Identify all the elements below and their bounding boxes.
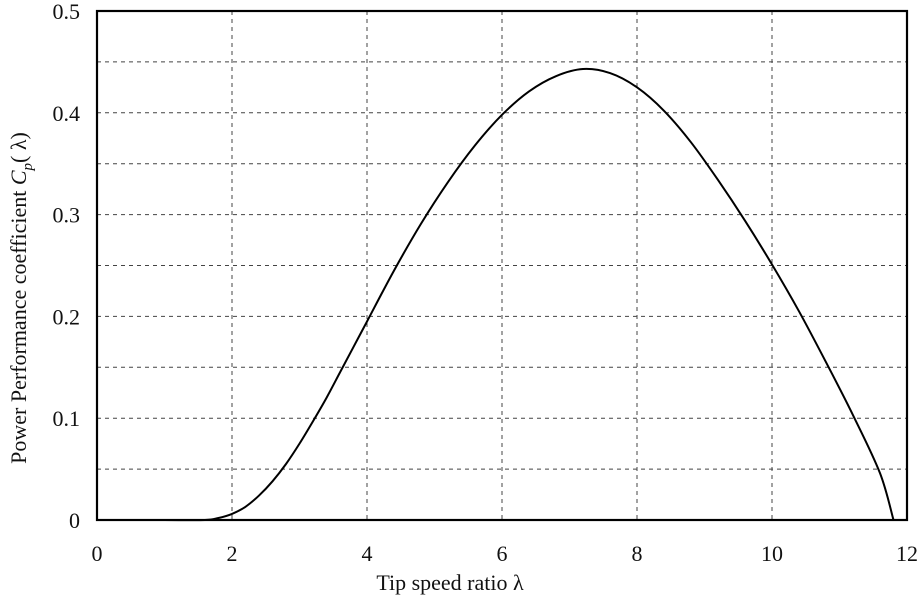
y-tick-label: 0 [69, 508, 80, 533]
x-tick-label: 8 [632, 541, 643, 566]
x-tick-label: 2 [227, 541, 238, 566]
x-tick-label: 4 [362, 541, 373, 566]
plot-frame [95, 9, 909, 522]
x-axis-label: Tip speed ratio λ [376, 570, 524, 595]
y-tick-label: 0.2 [53, 304, 81, 329]
x-tick-label: 12 [896, 541, 918, 566]
y-axis-label-subscript: p [20, 162, 36, 171]
y-axis-label-symbol: C [6, 170, 31, 185]
y-axis-label-arg: ( λ) [6, 132, 31, 163]
cp-curve [124, 67, 895, 522]
x-tick-label: 6 [497, 541, 508, 566]
y-axis-label: Power Performance coefficient Cp( λ) [6, 132, 36, 464]
x-tick-labels: 0 2 4 6 8 10 12 [92, 541, 919, 566]
grid-lines [97, 11, 907, 520]
y-tick-label: 0.1 [53, 406, 81, 431]
x-tick-label: 0 [92, 541, 103, 566]
y-tick-label: 0.4 [53, 101, 81, 126]
y-axis-label-text: Power Performance coefficient [6, 185, 31, 464]
x-tick-label: 10 [761, 541, 783, 566]
y-tick-label: 0.3 [53, 203, 81, 228]
y-tick-labels: 0 0.1 0.2 0.3 0.4 0.5 [53, 0, 81, 533]
y-tick-label: 0.5 [53, 0, 81, 24]
